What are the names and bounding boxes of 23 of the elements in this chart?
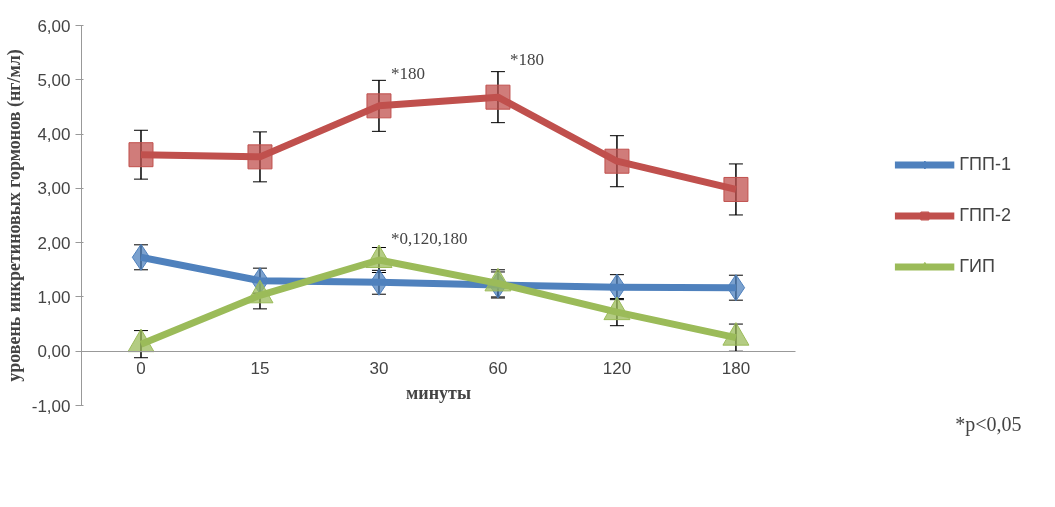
y-tick-label: 4,00 bbox=[37, 125, 71, 145]
x-tick-label: 30 bbox=[369, 359, 389, 379]
x-tick-label: 180 bbox=[721, 359, 751, 379]
legend-label: ГИП bbox=[959, 255, 995, 277]
y-tick-label: 1,00 bbox=[37, 287, 71, 307]
annotation: *180 bbox=[390, 63, 425, 83]
x-tick-label: 120 bbox=[602, 359, 632, 379]
y-tick-label: 0,00 bbox=[37, 342, 71, 362]
y-tick-label: 2,00 bbox=[37, 233, 71, 253]
legend-label: ГПП-1 bbox=[959, 153, 1011, 175]
y-tick-label: 6,00 bbox=[37, 16, 71, 36]
x-tick-label: 60 bbox=[488, 359, 508, 379]
annotation: *0,120,180 bbox=[390, 229, 468, 249]
x-tick-label: 15 bbox=[250, 359, 270, 379]
y-tick-label: 3,00 bbox=[37, 179, 71, 199]
y-tick-label: -1,00 bbox=[31, 396, 71, 416]
y-axis-title: уровень инкретиновых гормонов (нг/мл) bbox=[3, 49, 25, 382]
x-axis-title: минуты bbox=[406, 382, 471, 403]
legend-label: ГПП-2 bbox=[959, 204, 1011, 226]
y-tick-label: 5,00 bbox=[37, 70, 71, 90]
text: *p<0,05 bbox=[955, 412, 1022, 436]
x-tick-label: 0 bbox=[136, 359, 146, 379]
annotation: *180 bbox=[509, 49, 544, 69]
